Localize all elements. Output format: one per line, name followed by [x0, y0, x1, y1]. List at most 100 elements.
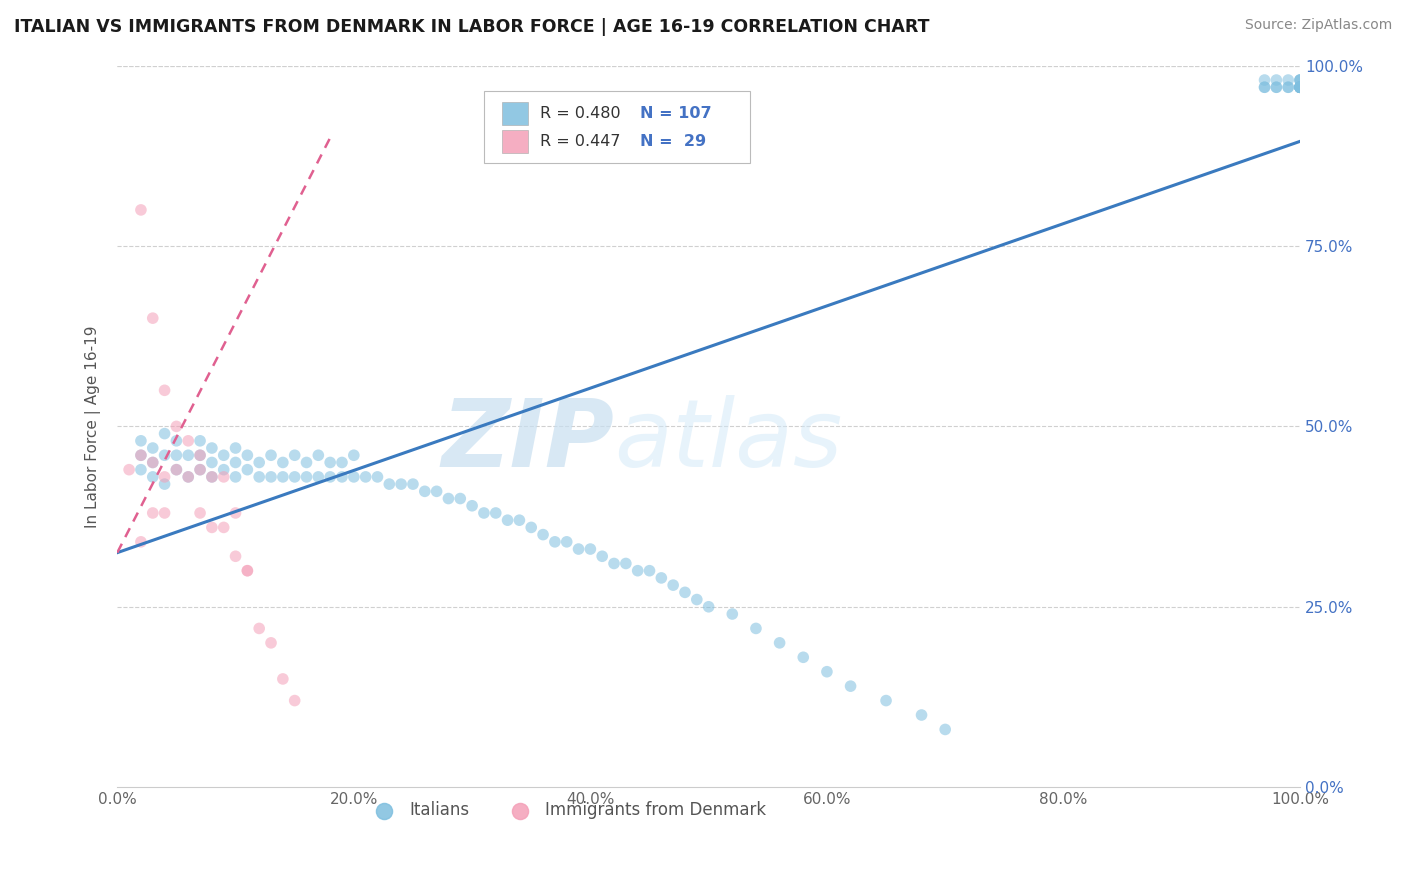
- Point: [307, 470, 329, 484]
- Point: [165, 434, 187, 448]
- Point: [520, 520, 543, 534]
- Point: [188, 448, 211, 462]
- Point: [142, 455, 165, 469]
- Point: [1253, 73, 1275, 87]
- Point: [1289, 80, 1312, 95]
- Point: [768, 636, 790, 650]
- Point: [165, 463, 187, 477]
- Point: [177, 434, 200, 448]
- Point: [496, 513, 519, 527]
- Point: [1289, 73, 1312, 87]
- Point: [1289, 73, 1312, 87]
- Point: [177, 448, 200, 462]
- Point: [1289, 80, 1312, 95]
- Point: [697, 599, 720, 614]
- Point: [247, 470, 270, 484]
- Point: [461, 499, 484, 513]
- Point: [177, 470, 200, 484]
- Point: [721, 607, 744, 621]
- Point: [792, 650, 814, 665]
- Point: [212, 470, 235, 484]
- Point: [142, 455, 165, 469]
- Point: [343, 448, 366, 462]
- Y-axis label: In Labor Force | Age 16-19: In Labor Force | Age 16-19: [86, 326, 101, 528]
- Point: [745, 622, 768, 636]
- Point: [142, 470, 165, 484]
- Point: [1265, 80, 1288, 95]
- Point: [225, 470, 247, 484]
- Point: [247, 455, 270, 469]
- Point: [1265, 80, 1288, 95]
- Point: [1253, 80, 1275, 95]
- Point: [165, 419, 187, 434]
- Point: [485, 506, 508, 520]
- Point: [153, 448, 176, 462]
- Point: [142, 441, 165, 455]
- Point: [472, 506, 495, 520]
- Point: [129, 434, 152, 448]
- Point: [142, 311, 165, 326]
- Point: [638, 564, 661, 578]
- Point: [1277, 80, 1299, 95]
- Point: [247, 622, 270, 636]
- Point: [129, 534, 152, 549]
- Point: [603, 557, 626, 571]
- Point: [1265, 73, 1288, 87]
- Point: [319, 455, 342, 469]
- Point: [389, 477, 412, 491]
- Point: [934, 723, 956, 737]
- Point: [1289, 80, 1312, 95]
- Point: [188, 434, 211, 448]
- Point: [165, 448, 187, 462]
- Point: [449, 491, 471, 506]
- Point: [201, 470, 224, 484]
- Point: [1253, 80, 1275, 95]
- Point: [1289, 80, 1312, 95]
- Point: [212, 448, 235, 462]
- Point: [188, 463, 211, 477]
- Point: [153, 506, 176, 520]
- Point: [295, 455, 318, 469]
- Point: [129, 202, 152, 217]
- Point: [343, 470, 366, 484]
- Text: Source: ZipAtlas.com: Source: ZipAtlas.com: [1244, 18, 1392, 32]
- FancyBboxPatch shape: [484, 91, 749, 163]
- Point: [579, 542, 602, 557]
- Point: [236, 448, 259, 462]
- Point: [531, 527, 554, 541]
- Point: [508, 513, 530, 527]
- Point: [1277, 80, 1299, 95]
- Point: [1289, 80, 1312, 95]
- Point: [555, 534, 578, 549]
- Legend: Italians, Immigrants from Denmark: Italians, Immigrants from Denmark: [361, 795, 772, 826]
- Point: [129, 448, 152, 462]
- Point: [1289, 80, 1312, 95]
- Point: [567, 542, 589, 557]
- Point: [153, 477, 176, 491]
- Point: [225, 455, 247, 469]
- Point: [142, 506, 165, 520]
- Point: [271, 455, 294, 469]
- Point: [271, 470, 294, 484]
- Point: [378, 477, 401, 491]
- Text: ZIP: ZIP: [441, 395, 614, 487]
- Point: [426, 484, 449, 499]
- Point: [839, 679, 862, 693]
- Point: [212, 520, 235, 534]
- Point: [129, 448, 152, 462]
- Point: [284, 693, 307, 707]
- Point: [236, 463, 259, 477]
- Point: [662, 578, 685, 592]
- Point: [260, 636, 283, 650]
- Point: [201, 441, 224, 455]
- Point: [650, 571, 672, 585]
- Text: ITALIAN VS IMMIGRANTS FROM DENMARK IN LABOR FORCE | AGE 16-19 CORRELATION CHART: ITALIAN VS IMMIGRANTS FROM DENMARK IN LA…: [14, 18, 929, 36]
- FancyBboxPatch shape: [502, 102, 527, 125]
- Point: [284, 470, 307, 484]
- Point: [260, 448, 283, 462]
- Point: [1289, 80, 1312, 95]
- Point: [627, 564, 650, 578]
- Point: [1289, 80, 1312, 95]
- Point: [201, 520, 224, 534]
- Point: [236, 564, 259, 578]
